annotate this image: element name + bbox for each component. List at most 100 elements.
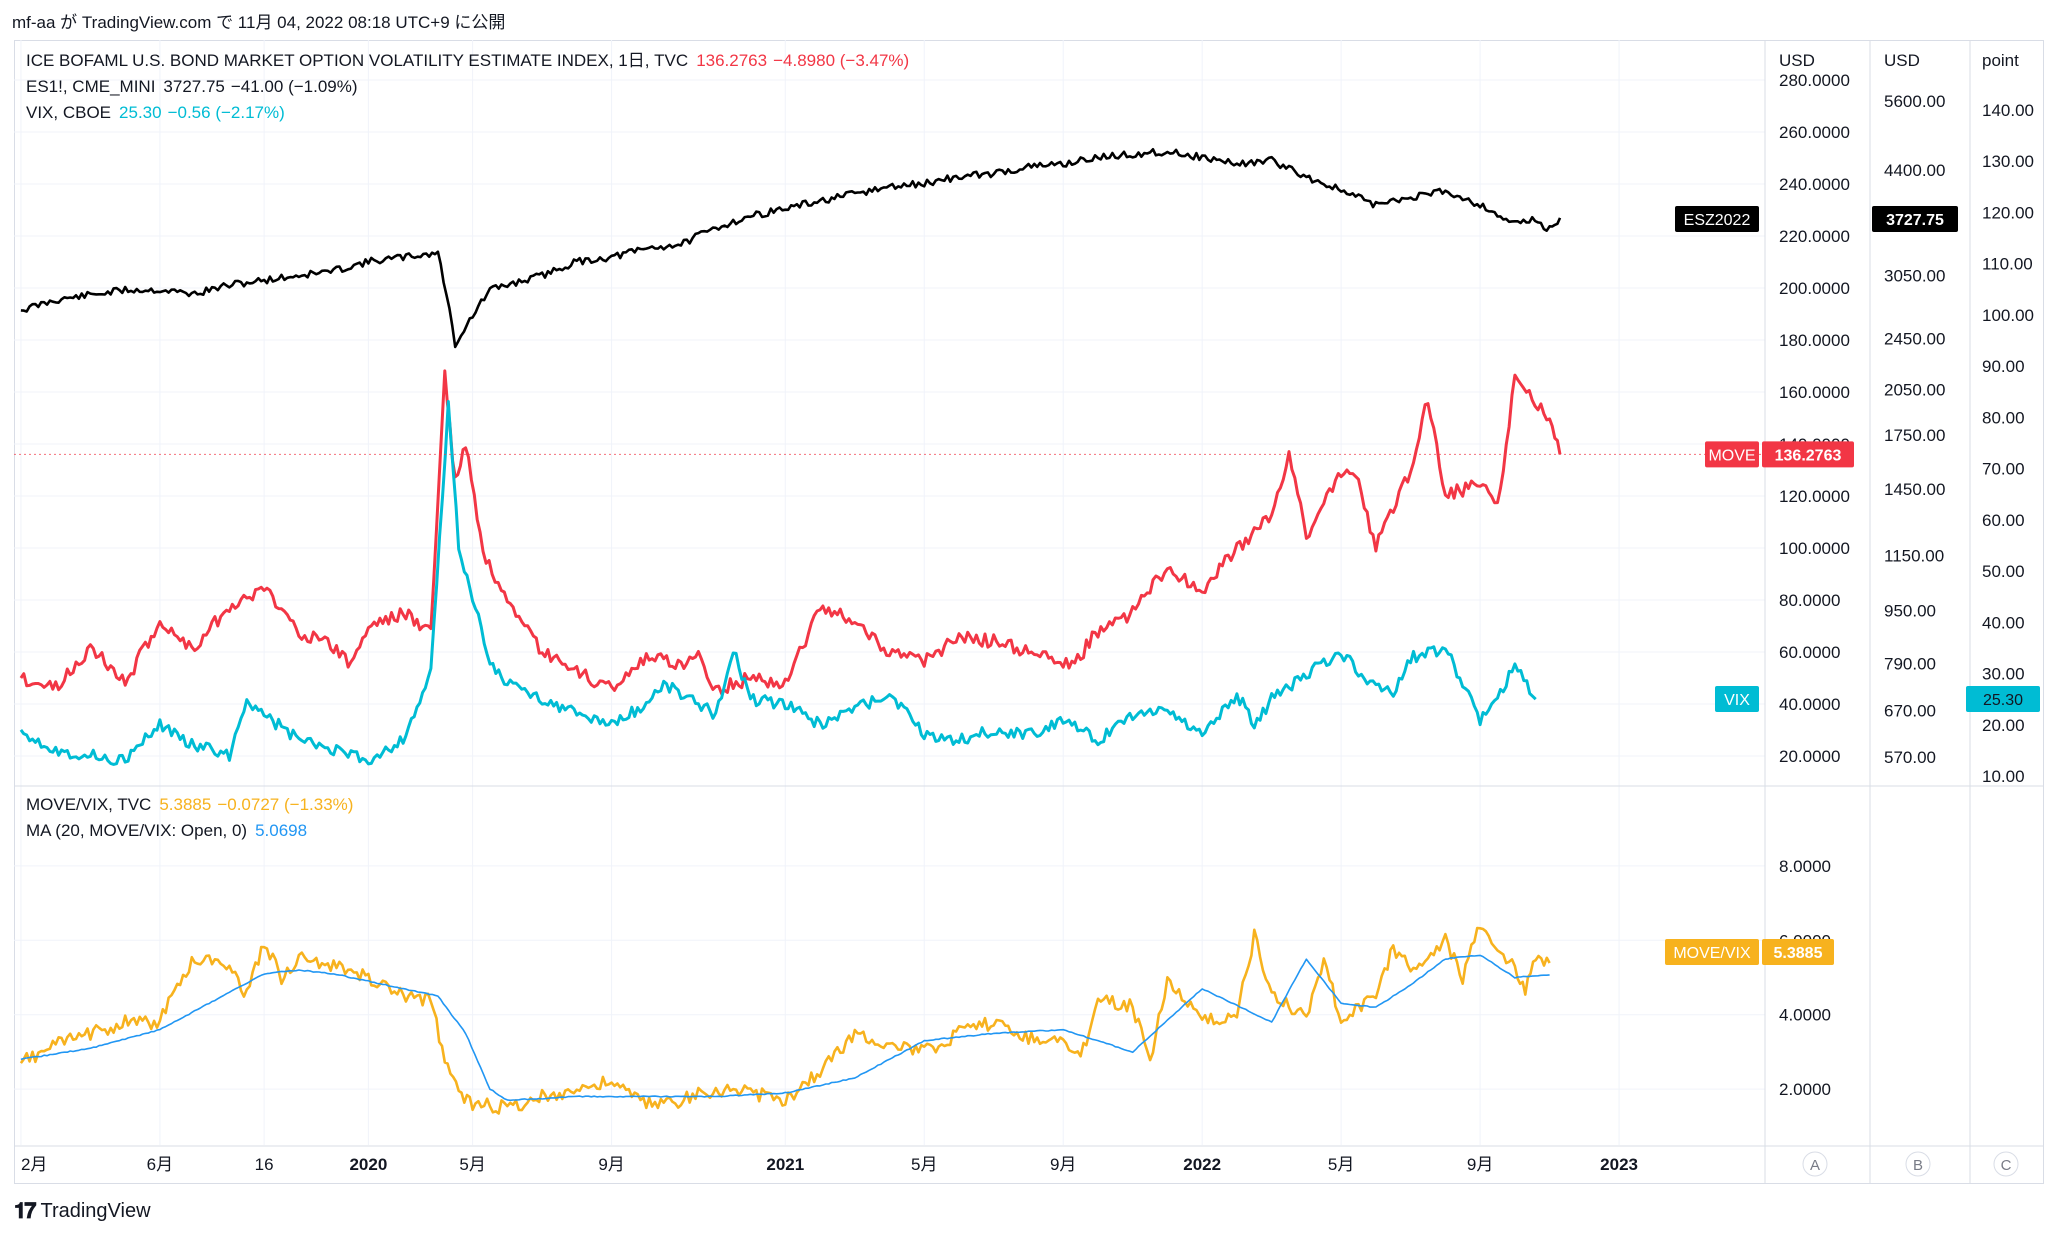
axis-a-tick-label: 180.0000 [1779, 331, 1850, 350]
legend-ratio-value: 5.3885 [159, 795, 212, 814]
x-tick-label: 2022 [1183, 1155, 1221, 1174]
legend-row-move[interactable]: ICE BOFAML U.S. BOND MARKET OPTION VOLAT… [26, 48, 917, 74]
axis-c-tick-label: 70.00 [1982, 460, 2025, 479]
series-move-vix-line[interactable] [19, 926, 1551, 1115]
axis-a-tick-label: 80.0000 [1779, 591, 1840, 610]
badge-es-gap[interactable] [1855, 206, 1869, 232]
legend-row-ma[interactable]: MA (20, MOVE/VIX: Open, 0) 5.0698 [26, 818, 361, 844]
badge-move-vix[interactable]: MOVE/VIX 5.3885 [1665, 939, 1834, 965]
legend-es-label: ES1!, CME_MINI [26, 77, 156, 96]
axis-a-tick-label: 40.0000 [1779, 695, 1840, 714]
axis-a-tick-label: 220.0000 [1779, 227, 1850, 246]
axis-a-header: USD [1779, 51, 1815, 70]
badge-move-vix-label-bg [1665, 939, 1759, 965]
legend-row-ratio[interactable]: MOVE/VIX, TVC 5.3885 −0.0727 (−1.33%) [26, 792, 361, 818]
legend-vix-value: 25.30 [119, 103, 162, 122]
legend-es-value: 3727.75 [163, 77, 225, 96]
badge-es[interactable]: ESZ2022 [1675, 206, 1759, 232]
axis-a-tick-label: 200.0000 [1779, 279, 1850, 298]
legend-top: ICE BOFAML U.S. BOND MARKET OPTION VOLAT… [26, 48, 917, 126]
x-tick-label: 5月 [1328, 1155, 1354, 1174]
series-vix-line[interactable] [19, 400, 1537, 766]
badge-es-value-bg [1872, 206, 1958, 232]
axis-c-tick-label: 140.00 [1982, 101, 2034, 120]
lower-axis-tick-label: 8.0000 [1779, 857, 1831, 876]
axis-b-tick-label: 2050.00 [1884, 381, 1945, 400]
axis-a-tick-label: 240.0000 [1779, 175, 1850, 194]
axis-a-tick-label: 280.0000 [1779, 71, 1850, 90]
badge-vix-value-bg [1966, 686, 2040, 712]
badge-move-vix-label: MOVE/VIX [1673, 945, 1751, 962]
lower-axis-tick-label: 4.0000 [1779, 1006, 1831, 1025]
series-move-line[interactable] [19, 369, 1562, 696]
legend-vix-label: VIX, CBOE [26, 103, 112, 122]
badge-vix[interactable]: VIX [1715, 686, 1759, 712]
badge-move-vix-value: 5.3885 [1774, 945, 1823, 962]
tradingview-logo[interactable]: 𝟏𝟕 TradingView [14, 1198, 151, 1224]
badge-vix-value: 25.30 [1983, 692, 2023, 709]
legend-bottom: MOVE/VIX, TVC 5.3885 −0.0727 (−1.33%) MA (… [26, 792, 361, 844]
legend-move-label: ICE BOFAML U.S. BOND MARKET OPTION VOLAT… [26, 51, 689, 70]
axis-b-tick-label: 3050.00 [1884, 266, 1945, 285]
axis-scale-button-c[interactable] [1993, 1151, 2019, 1177]
axis-c-tick-label: 50.00 [1982, 562, 2025, 581]
axis-c-tick-label: 30.00 [1982, 665, 2025, 684]
legend-row-vix[interactable]: VIX, CBOE 25.30 −0.56 (−2.17%) [26, 100, 917, 126]
axis-b-tick-label: 670.00 [1884, 702, 1936, 721]
x-tick-label: 2月 [21, 1155, 47, 1174]
legend-move-change: −4.8980 (−3.47%) [773, 51, 910, 70]
axis-a-tick-label: 60.0000 [1779, 643, 1840, 662]
axis-b-header: USD [1884, 51, 1920, 70]
axis-c-tick-label: 120.00 [1982, 203, 2034, 222]
axis-scale-button-label: B [1913, 1157, 1923, 1174]
badge-es-label: ESZ2022 [1684, 212, 1751, 229]
legend-move-value: 136.2763 [696, 51, 768, 70]
lower-axis-tick-label: 2.0000 [1779, 1080, 1831, 1099]
axis-c-header: point [1982, 51, 2019, 70]
badge-es-label-bg [1675, 206, 1759, 232]
axis-c-tick-label: 90.00 [1982, 357, 2025, 376]
axis-c-tick-label: 110.00 [1982, 255, 2033, 274]
badge-es-value: 3727.75 [1886, 212, 1944, 229]
axis-a-tick-label: 120.0000 [1779, 487, 1850, 506]
axis-b-tick-label: 1750.00 [1884, 426, 1945, 445]
legend-es-change: −41.00 (−1.09%) [230, 77, 358, 96]
legend-ma-value: 5.0698 [255, 821, 308, 840]
badge-move-label: MOVE [1708, 447, 1755, 464]
x-tick-label: 5月 [911, 1155, 937, 1174]
axis-c-tick-label: 40.00 [1982, 613, 2025, 632]
axis-scale-button-label: A [1810, 1157, 1820, 1174]
badge-vix-label: VIX [1724, 692, 1750, 709]
axis-scale-button-label: C [2001, 1157, 2012, 1174]
legend-row-es[interactable]: ES1!, CME_MINI 3727.75 −41.00 (−1.09%) [26, 74, 917, 100]
legend-vix-change: −0.56 (−2.17%) [167, 103, 285, 122]
axis-a-tick-label: 20.0000 [1779, 747, 1840, 766]
axis-a-tick-label: 160.0000 [1779, 383, 1850, 402]
axis-c-tick-label: 60.00 [1982, 511, 2025, 530]
axis-a-tick-label: 260.0000 [1779, 123, 1850, 142]
axis-b-tick-label: 1450.00 [1884, 480, 1945, 499]
x-tick-label: 9月 [598, 1155, 624, 1174]
tradingview-mark-icon: 𝟏𝟕 [14, 1198, 37, 1223]
axis-b-tick-label: 950.00 [1884, 601, 1936, 620]
axis-b-tick-label: 5600.00 [1884, 92, 1945, 111]
axis-scale-button-b[interactable] [1905, 1151, 1931, 1177]
series-es1-line[interactable] [20, 148, 1562, 349]
chart-frame [14, 40, 2044, 1184]
axis-b-tick-label: 570.00 [1884, 748, 1936, 767]
axis-scale-button-a[interactable] [1802, 1151, 1828, 1177]
x-tick-label: 5月 [459, 1155, 485, 1174]
axis-b-tick-label: 790.00 [1884, 654, 1936, 673]
badge-move-label-bg [1705, 441, 1759, 468]
publish-header: mf-aa が TradingView.com で 11月 04, 2022 0… [12, 13, 506, 32]
x-tick-label: 16 [255, 1155, 274, 1174]
axis-b-tick-label: 1150.00 [1884, 546, 1944, 565]
series-ma-line[interactable] [20, 954, 1550, 1102]
axis-c-tick-label: 20.00 [1982, 716, 2025, 735]
badge-move[interactable]: MOVE 136.2763 [1705, 441, 1854, 468]
badge-move-value: 136.2763 [1775, 447, 1842, 464]
legend-ratio-change: −0.0727 (−1.33%) [217, 795, 354, 814]
axis-c-tick-label: 80.00 [1982, 408, 2025, 427]
axis-a-tick-label: 100.0000 [1779, 539, 1850, 558]
